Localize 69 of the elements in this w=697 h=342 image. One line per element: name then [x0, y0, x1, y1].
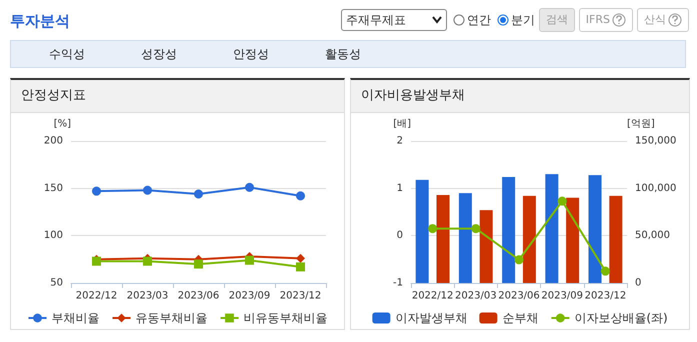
- legend-label: 유동부채비율: [136, 311, 208, 325]
- point: [245, 182, 254, 192]
- legend-label: 부채비율: [52, 311, 100, 325]
- point: [296, 191, 305, 200]
- chart-title: 이자비용발생부채: [351, 80, 689, 113]
- bar: [416, 180, 429, 283]
- text: 분기: [510, 12, 535, 28]
- point: [600, 266, 610, 276]
- x-tick-label: 2023/06: [498, 290, 540, 302]
- y-axis-title: [%]: [54, 118, 72, 130]
- x-tick-label: 2023/12: [584, 290, 626, 302]
- text: 안정성: [232, 46, 270, 63]
- point: [143, 186, 152, 195]
- x-tick-label: 2023/03: [455, 290, 497, 302]
- y-tick-label: -1: [393, 278, 403, 288]
- legend-label: 순부채: [502, 311, 538, 325]
- legend-label: 이자보상배율(좌): [574, 311, 668, 325]
- y2-tick-label: 50,000: [635, 230, 670, 242]
- point: [194, 190, 203, 199]
- text: 산식: [637, 8, 689, 32]
- text: 주재무제표: [346, 12, 406, 29]
- point: [296, 254, 305, 263]
- y2-tick-label: 100,000: [635, 182, 676, 194]
- y2-tick-label: 0: [635, 278, 642, 288]
- x-tick-label: 2022/12: [412, 290, 454, 302]
- text: 연간: [466, 12, 491, 28]
- x-tick-label: 2023/06: [178, 290, 220, 302]
- chart-title: 안정성지표: [11, 80, 344, 113]
- point: [296, 262, 305, 272]
- bar: [588, 175, 602, 283]
- x-tick-label: 2023/09: [541, 290, 583, 302]
- y2-tick-label: 150,000: [635, 136, 676, 146]
- y-tick-label: 150: [44, 182, 63, 194]
- y-tick-label: 0: [396, 230, 403, 242]
- text: 성장성: [140, 46, 178, 63]
- y-tick-label: 50: [50, 278, 63, 288]
- y-tick-label: 200: [44, 136, 63, 146]
- bar: [522, 196, 536, 283]
- point: [428, 224, 438, 234]
- y2-axis-title: [억원]: [627, 118, 655, 130]
- point: [245, 256, 254, 265]
- bar: [566, 198, 580, 283]
- y-tick-label: 1: [396, 182, 403, 194]
- text: 투자분석: [10, 12, 70, 31]
- x-tick-label: 2023/03: [126, 290, 168, 302]
- text: IFRS: [578, 8, 633, 32]
- bar: [436, 194, 450, 283]
- legend-label: 이자발생부채: [395, 311, 468, 325]
- point: [471, 224, 480, 234]
- y-axis-title: [배]: [393, 118, 412, 130]
- point: [194, 260, 203, 269]
- bar: [609, 196, 622, 283]
- bar: [502, 176, 516, 283]
- point: [514, 255, 524, 264]
- x-tick-label: 2023/12: [280, 290, 322, 302]
- point: [143, 256, 152, 266]
- text: 수익성: [48, 46, 86, 63]
- bar: [545, 174, 558, 283]
- text: 검색: [538, 8, 575, 32]
- bar: [458, 193, 472, 283]
- y-tick-label: 100: [44, 230, 63, 242]
- point: [558, 196, 567, 206]
- legend-label: 비유동부채비율: [244, 311, 328, 325]
- x-tick-label: 2023/09: [228, 290, 270, 302]
- x-tick-label: 2022/12: [76, 290, 118, 302]
- text: 활동성: [324, 46, 362, 63]
- y-tick-label: 2: [396, 136, 403, 146]
- bar: [480, 210, 493, 283]
- point: [92, 186, 101, 196]
